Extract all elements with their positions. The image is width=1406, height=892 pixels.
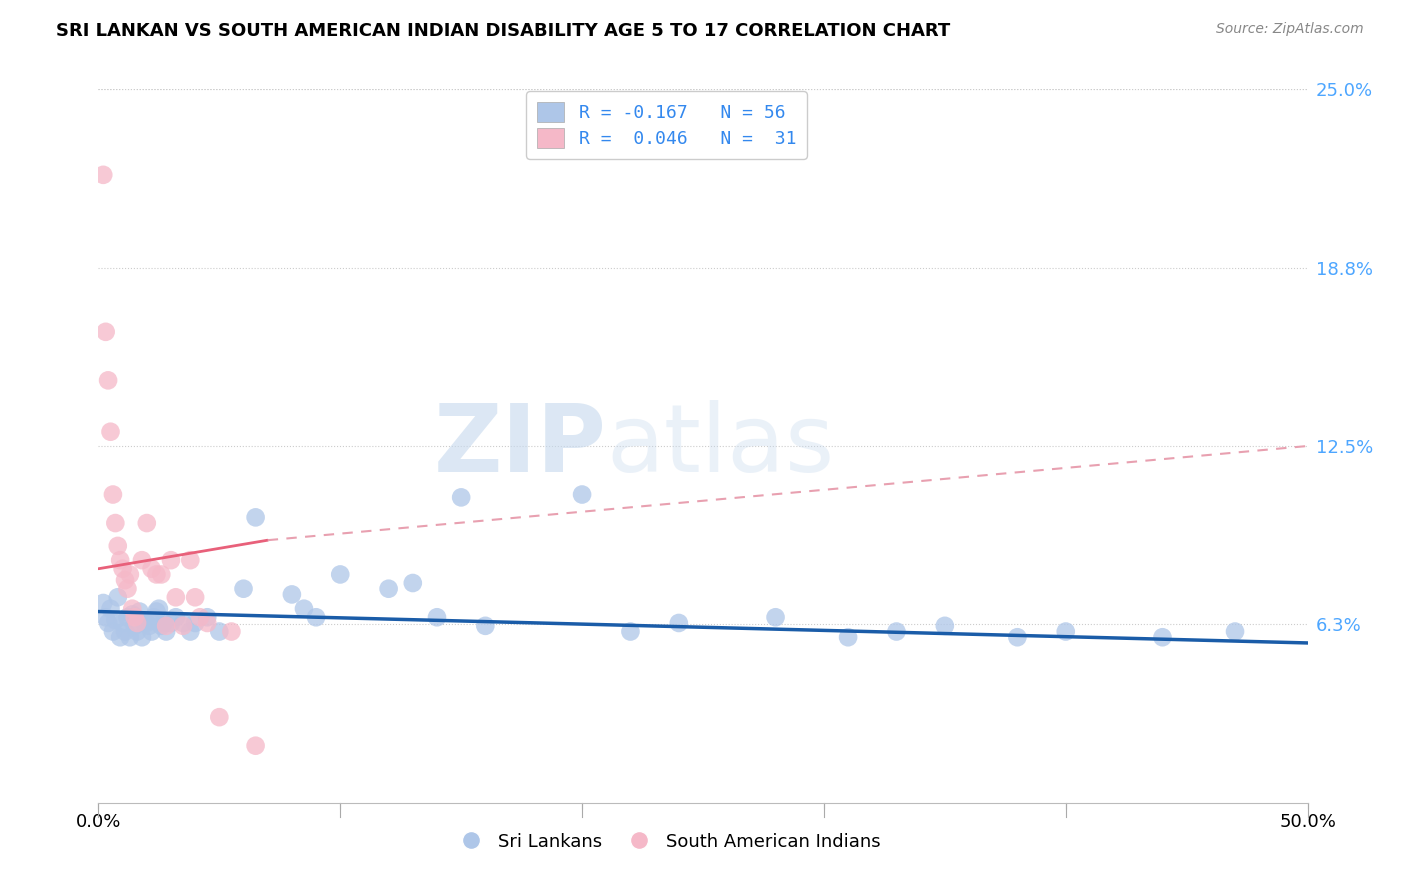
Point — [208, 710, 231, 724]
Point — [402, 576, 425, 591]
Point — [143, 610, 166, 624]
Point — [104, 516, 127, 530]
Point — [131, 630, 153, 644]
Point — [100, 425, 122, 439]
Point — [245, 510, 267, 524]
Point — [145, 567, 167, 582]
Point — [114, 624, 136, 639]
Point — [101, 487, 124, 501]
Point — [165, 591, 187, 605]
Point — [94, 610, 117, 624]
Point — [101, 624, 124, 639]
Point — [474, 619, 496, 633]
Point — [292, 601, 315, 615]
Point — [329, 567, 352, 582]
Point — [165, 610, 187, 624]
Point — [94, 325, 117, 339]
Point — [281, 587, 304, 601]
Point — [426, 610, 449, 624]
Point — [305, 610, 328, 624]
Point — [1054, 624, 1077, 639]
Point — [108, 630, 131, 644]
Point — [97, 373, 120, 387]
Point — [135, 615, 157, 630]
Point — [131, 553, 153, 567]
Point — [571, 487, 593, 501]
Point — [117, 582, 139, 596]
Legend: Sri Lankans, South American Indians: Sri Lankans, South American Indians — [446, 826, 887, 858]
Point — [619, 624, 641, 639]
Point — [188, 610, 211, 624]
Point — [97, 615, 120, 630]
Point — [100, 601, 122, 615]
Point — [128, 605, 150, 619]
Point — [1223, 624, 1246, 639]
Point — [152, 615, 174, 630]
Point — [134, 615, 156, 630]
Text: atlas: atlas — [606, 400, 835, 492]
Point — [160, 553, 183, 567]
Point — [184, 615, 207, 630]
Point — [108, 553, 131, 567]
Point — [155, 624, 177, 639]
Point — [118, 567, 141, 582]
Point — [111, 615, 134, 630]
Point — [127, 615, 149, 630]
Point — [450, 491, 472, 505]
Point — [117, 610, 139, 624]
Point — [1152, 630, 1174, 644]
Text: ZIP: ZIP — [433, 400, 606, 492]
Text: Source: ZipAtlas.com: Source: ZipAtlas.com — [1216, 22, 1364, 37]
Point — [172, 615, 194, 630]
Point — [195, 610, 218, 624]
Point — [155, 619, 177, 633]
Point — [138, 619, 160, 633]
Point — [232, 582, 254, 596]
Point — [668, 615, 690, 630]
Point — [160, 615, 183, 630]
Point — [114, 573, 136, 587]
Point — [141, 624, 163, 639]
Point — [104, 613, 127, 627]
Point — [245, 739, 267, 753]
Point — [195, 615, 218, 630]
Text: SRI LANKAN VS SOUTH AMERICAN INDIAN DISABILITY AGE 5 TO 17 CORRELATION CHART: SRI LANKAN VS SOUTH AMERICAN INDIAN DISA… — [56, 22, 950, 40]
Point — [184, 591, 207, 605]
Point — [150, 567, 173, 582]
Point — [127, 624, 149, 639]
Point — [121, 607, 143, 622]
Point — [145, 605, 167, 619]
Point — [135, 516, 157, 530]
Point — [837, 630, 859, 644]
Point — [141, 562, 163, 576]
Point — [107, 591, 129, 605]
Point — [124, 610, 146, 624]
Point — [886, 624, 908, 639]
Point — [121, 601, 143, 615]
Point — [221, 624, 243, 639]
Point — [91, 596, 114, 610]
Point — [107, 539, 129, 553]
Point — [124, 619, 146, 633]
Point — [377, 582, 399, 596]
Point — [118, 630, 141, 644]
Point — [91, 168, 114, 182]
Point — [934, 619, 956, 633]
Point — [172, 619, 194, 633]
Point — [179, 624, 201, 639]
Point — [111, 562, 134, 576]
Point — [179, 553, 201, 567]
Point — [1007, 630, 1029, 644]
Point — [765, 610, 787, 624]
Point — [150, 619, 173, 633]
Point — [208, 624, 231, 639]
Point — [148, 601, 170, 615]
